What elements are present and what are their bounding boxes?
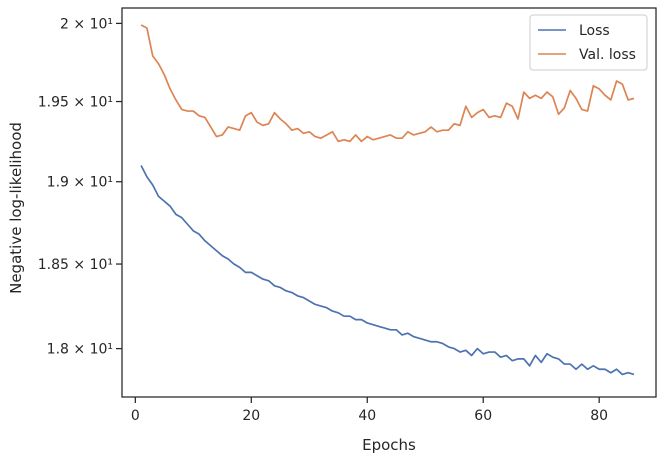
y-axis: 1.8 × 10¹ 1.85 × 10¹ 1.9 × 10¹ 1.95 × 10¹ 2 … [38,16,122,358]
y-tick-label: 2 × 10¹ [60,16,113,32]
x-tick-label: 40 [358,408,376,424]
y-tick-label: 1.9 × 10¹ [47,175,113,191]
y-tick-label: 1.95 × 10¹ [38,95,113,111]
legend: Loss Val. loss [529,14,648,71]
x-axis: 0 20 40 60 80 [131,397,608,424]
legend-box [529,14,648,71]
x-tick-label: 0 [131,408,140,424]
series-line-loss [140,165,635,376]
x-axis-label: Epochs [362,436,416,454]
legend-label-loss: Loss [579,23,610,39]
legend-label-val-loss: Val. loss [579,47,636,63]
y-tick-label: 1.85 × 10¹ [38,257,113,273]
series-line-val-loss [140,24,635,143]
y-axis-label: Negative log-likelihood [7,122,25,294]
x-tick-label: 20 [242,408,260,424]
plot-area [121,7,657,398]
y-tick-label: 1.8 × 10¹ [47,342,113,358]
x-tick-label: 80 [590,408,608,424]
x-tick-label: 60 [474,408,492,424]
series-layer [140,24,635,376]
